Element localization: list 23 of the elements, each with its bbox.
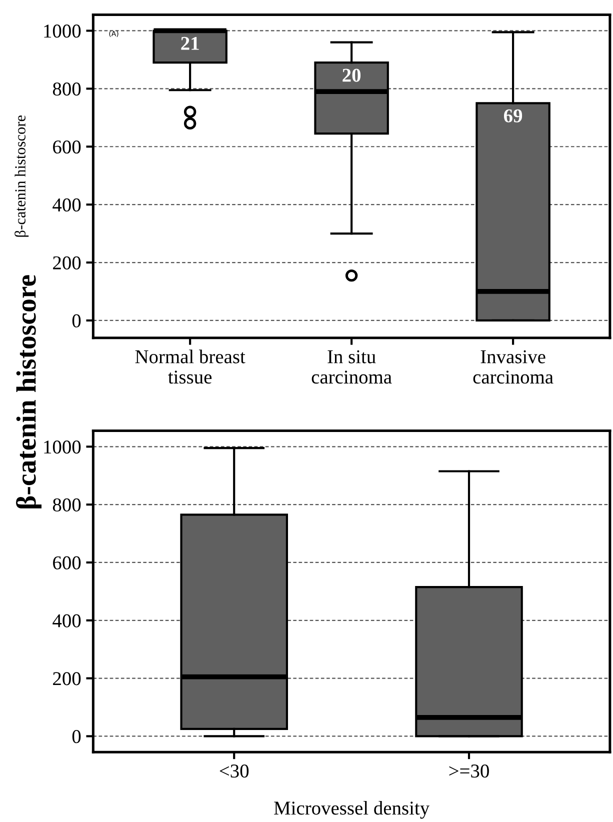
x-axis-title: Microvessel density — [274, 801, 430, 819]
y-tick-label: 400 — [52, 198, 81, 212]
annotation: 20 — [342, 68, 361, 82]
x-tick-label: In situ carcinoma — [312, 350, 392, 384]
y-tick-label: 400 — [52, 614, 81, 628]
y-tick-label: 800 — [52, 498, 81, 512]
x-tick-label: >=30 — [449, 764, 489, 778]
annotation: 21 — [181, 36, 199, 50]
y-tick-label: 200 — [53, 672, 81, 686]
y-axis-title: β-catenin histoscore — [16, 275, 42, 508]
y-tick-label: 600 — [53, 140, 81, 154]
x-tick-label: Invasive carcinoma — [473, 350, 554, 384]
y-tick-label: 800 — [52, 82, 81, 96]
y-axis-title: β-catenin histoscore — [14, 115, 29, 237]
y-tick-label: 1000 — [44, 24, 81, 38]
annotation: 69 — [504, 109, 522, 122]
y-tick-label: 0 — [72, 730, 81, 744]
y-tick-label: 600 — [53, 556, 81, 570]
y-tick-label: 1000 — [44, 440, 81, 454]
x-tick-label: Normal breast tissue — [135, 350, 246, 384]
y-tick-label: 0 — [72, 314, 81, 328]
y-tick-label: 200 — [53, 256, 81, 270]
x-tick-label: <30 — [220, 764, 249, 778]
